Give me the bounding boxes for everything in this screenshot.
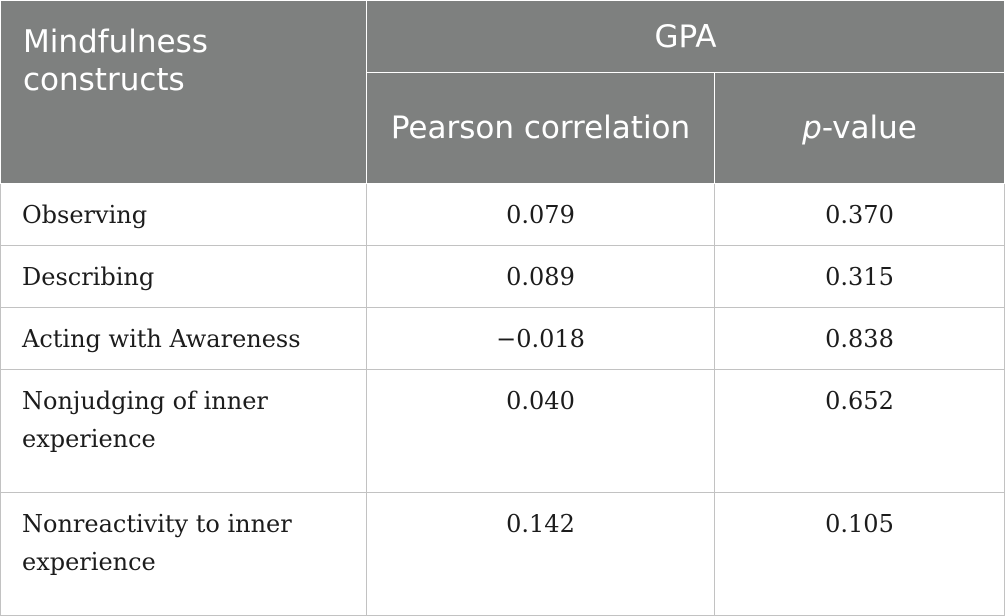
table-row: Describing 0.089 0.315 [0, 245, 1005, 308]
table-body: Observing 0.079 0.370 Describing 0.089 0… [0, 183, 1005, 616]
construct-cell: Observing [0, 183, 367, 246]
construct-cell: Nonjudging of inner experience [0, 369, 367, 493]
header-p-value: p-value [713, 72, 1005, 184]
header-pearson-correlation: Pearson correlation [366, 72, 715, 184]
pearson-cell: 0.142 [366, 492, 715, 616]
p-value-cell: 0.838 [713, 307, 1005, 370]
pearson-cell: 0.040 [366, 369, 715, 493]
pearson-cell: 0.089 [366, 245, 715, 308]
p-value-cell: 0.315 [713, 245, 1005, 308]
pearson-cell: −0.018 [366, 307, 715, 370]
p-value-cell: 0.652 [713, 369, 1005, 493]
header-mindfulness-constructs: Mindfulness constructs [0, 0, 367, 184]
header-constructs-label: Mindfulness constructs [23, 24, 208, 98]
header-row-sub: Pearson correlation p-value [1, 72, 1005, 184]
header-gpa-label: GPA [654, 18, 717, 55]
pearson-cell: 0.079 [366, 183, 715, 246]
p-value-cell: 0.105 [713, 492, 1005, 616]
header-pearson-label: Pearson correlation [390, 110, 691, 146]
header-p-italic: p [802, 110, 822, 146]
table-row: Nonreactivity to inner experience 0.142 … [0, 492, 1005, 616]
table-row: Acting with Awareness −0.018 0.838 [0, 307, 1005, 370]
header-gpa: GPA [365, 0, 1005, 73]
table-row: Nonjudging of inner experience 0.040 0.6… [0, 369, 1005, 493]
construct-cell: Acting with Awareness [0, 307, 367, 370]
table-header: Mindfulness constructs GPA Pearson corre… [0, 0, 1005, 184]
header-p-suffix: -value [821, 110, 917, 146]
table-row: Observing 0.079 0.370 [0, 183, 1005, 246]
header-row-top: Mindfulness constructs GPA [0, 0, 1005, 184]
p-value-cell: 0.370 [713, 183, 1005, 246]
construct-cell: Describing [0, 245, 367, 308]
construct-cell: Nonreactivity to inner experience [0, 492, 367, 616]
